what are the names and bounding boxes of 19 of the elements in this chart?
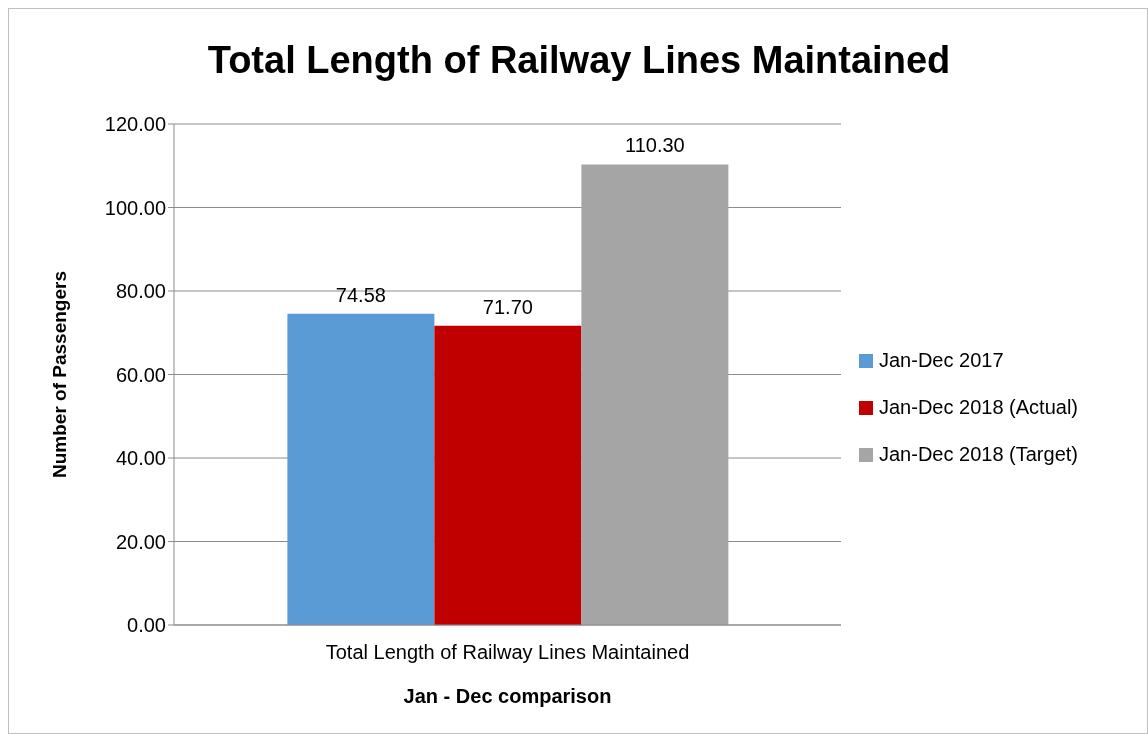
data-label: 110.30	[625, 134, 685, 157]
y-tick-label: 120.00	[104, 113, 166, 136]
bar	[287, 313, 435, 625]
x-axis-title: Jan - Dec comparison	[403, 685, 612, 707]
chart-title: Total Length of Railway Lines Maintained	[206, 39, 952, 82]
data-label: 74.58	[335, 283, 386, 306]
legend-label: Jan-Dec 2018 (Target)	[879, 443, 1078, 466]
legend-label: Jan-Dec 2018 (Actual)	[879, 396, 1078, 419]
y-tick-label: 100.00	[104, 196, 166, 219]
y-tick-label: 60.00	[115, 363, 166, 386]
y-tick-label: 40.00	[115, 447, 166, 470]
data-label: 71.70	[482, 295, 533, 318]
y-axis-title: Number of Passengers	[48, 271, 70, 478]
bar	[434, 325, 582, 625]
bar	[581, 164, 729, 625]
y-tick-label: 0.00	[127, 614, 166, 637]
y-tick-label: 20.00	[115, 530, 166, 553]
legend-label: Jan-Dec 2017	[879, 349, 1004, 372]
y-tick-label: 80.00	[115, 280, 166, 303]
